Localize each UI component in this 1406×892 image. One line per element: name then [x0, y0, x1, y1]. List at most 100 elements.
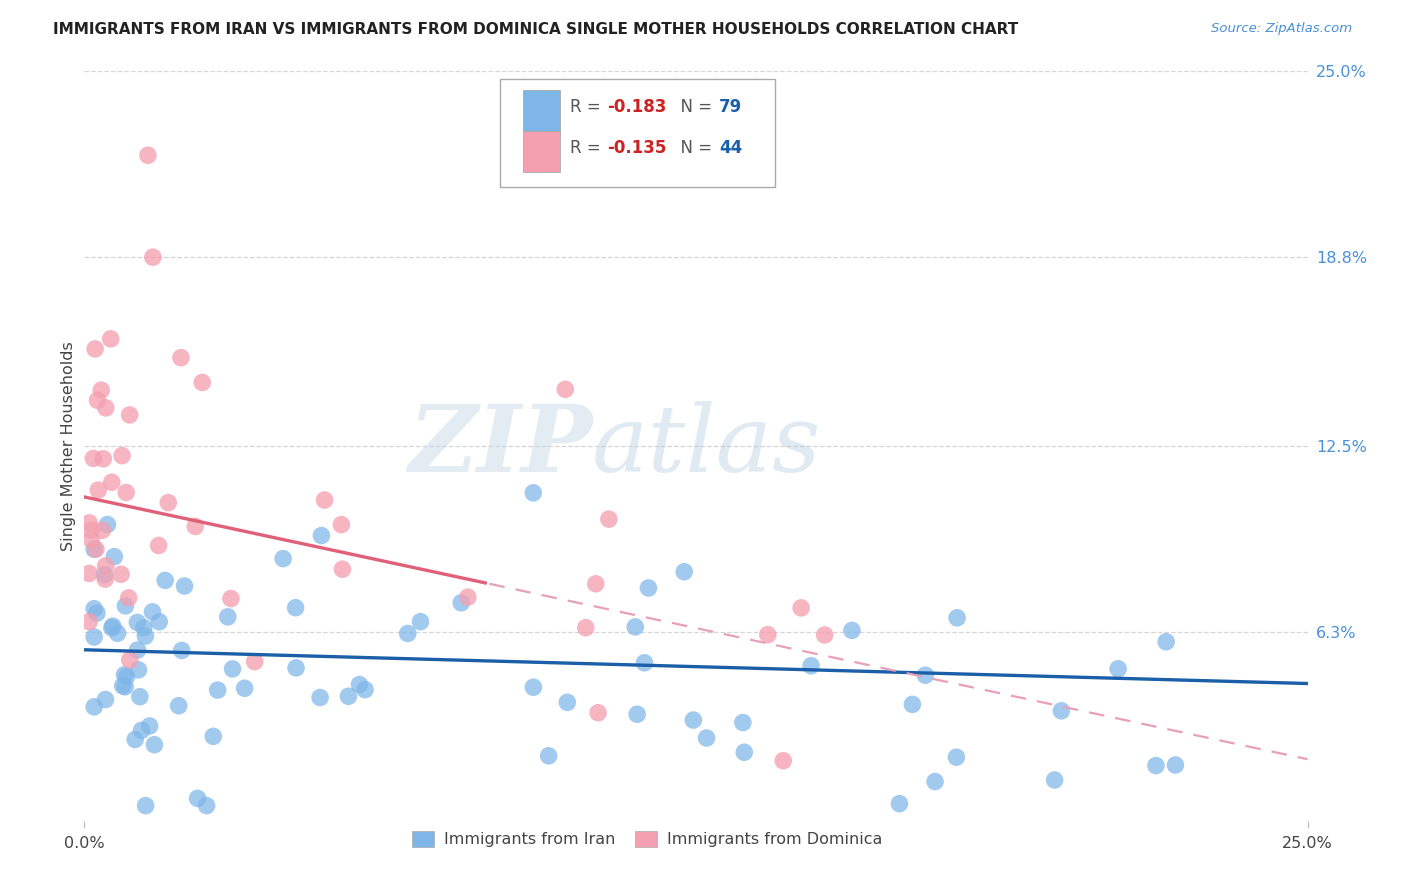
- Point: [233, 681, 256, 696]
- Point: [87, 483, 110, 497]
- Point: [1043, 772, 1066, 787]
- Point: [522, 486, 544, 500]
- Text: R =: R =: [569, 139, 606, 157]
- Point: [311, 528, 333, 542]
- Point: [136, 148, 159, 162]
- Point: [115, 670, 138, 684]
- Point: [337, 690, 360, 704]
- Point: [83, 601, 105, 615]
- Point: [756, 627, 779, 641]
- Point: [219, 591, 242, 606]
- Point: [1164, 758, 1187, 772]
- Point: [1154, 634, 1177, 648]
- Point: [93, 567, 115, 582]
- Point: [202, 729, 225, 743]
- Point: [682, 713, 704, 727]
- Point: [142, 250, 165, 264]
- Point: [134, 629, 156, 643]
- Point: [284, 600, 307, 615]
- Point: [80, 533, 103, 547]
- Point: [522, 680, 544, 694]
- Point: [127, 643, 149, 657]
- Point: [914, 668, 936, 682]
- Point: [86, 606, 108, 620]
- Point: [77, 516, 100, 530]
- Point: [111, 679, 134, 693]
- Point: [157, 496, 180, 510]
- Point: [207, 683, 229, 698]
- Point: [131, 723, 153, 738]
- Y-axis label: Single Mother Households: Single Mother Households: [60, 341, 76, 551]
- Point: [537, 748, 560, 763]
- Point: [598, 512, 620, 526]
- Point: [187, 791, 209, 805]
- Point: [101, 621, 124, 635]
- Point: [118, 408, 141, 422]
- Point: [170, 351, 193, 365]
- Point: [83, 542, 105, 557]
- Point: [217, 610, 239, 624]
- Point: [94, 572, 117, 586]
- Point: [170, 643, 193, 657]
- Text: atlas: atlas: [592, 401, 821, 491]
- Point: [80, 523, 103, 537]
- Point: [354, 682, 377, 697]
- Point: [114, 680, 136, 694]
- Point: [94, 401, 117, 415]
- Text: 44: 44: [720, 139, 742, 157]
- Point: [332, 562, 354, 576]
- Point: [82, 451, 104, 466]
- Point: [626, 707, 648, 722]
- Point: [94, 692, 117, 706]
- Point: [191, 376, 214, 390]
- Point: [135, 798, 157, 813]
- FancyBboxPatch shape: [523, 90, 560, 131]
- Point: [814, 628, 837, 642]
- Point: [118, 653, 141, 667]
- Point: [91, 523, 114, 537]
- Point: [221, 662, 243, 676]
- Point: [127, 663, 149, 677]
- Point: [800, 658, 823, 673]
- Point: [115, 485, 138, 500]
- Point: [586, 706, 609, 720]
- FancyBboxPatch shape: [501, 78, 776, 187]
- Point: [127, 615, 149, 630]
- Point: [396, 626, 419, 640]
- Point: [129, 690, 152, 704]
- Point: [637, 581, 659, 595]
- Text: N =: N =: [671, 139, 717, 157]
- Text: N =: N =: [671, 98, 717, 116]
- Text: Source: ZipAtlas.com: Source: ZipAtlas.com: [1212, 22, 1353, 36]
- Text: -0.135: -0.135: [606, 139, 666, 157]
- Point: [83, 630, 105, 644]
- Text: R =: R =: [569, 98, 606, 116]
- Point: [148, 615, 170, 629]
- Point: [103, 549, 125, 564]
- Point: [624, 620, 647, 634]
- Point: [184, 519, 207, 533]
- Point: [772, 754, 794, 768]
- Point: [143, 738, 166, 752]
- Point: [945, 750, 967, 764]
- Point: [633, 656, 655, 670]
- Legend: Immigrants from Iran, Immigrants from Dominica: Immigrants from Iran, Immigrants from Do…: [406, 825, 889, 854]
- Point: [138, 719, 160, 733]
- Point: [314, 493, 336, 508]
- Point: [285, 661, 308, 675]
- Point: [1050, 704, 1073, 718]
- Point: [731, 715, 754, 730]
- Point: [1144, 758, 1167, 772]
- Point: [696, 731, 718, 745]
- Point: [77, 566, 100, 581]
- Point: [557, 695, 579, 709]
- Point: [91, 451, 114, 466]
- Point: [585, 576, 607, 591]
- Point: [309, 690, 332, 705]
- Point: [790, 600, 813, 615]
- Point: [167, 698, 190, 713]
- Text: ZIP: ZIP: [408, 401, 592, 491]
- Point: [94, 558, 117, 573]
- Point: [100, 332, 122, 346]
- Point: [946, 611, 969, 625]
